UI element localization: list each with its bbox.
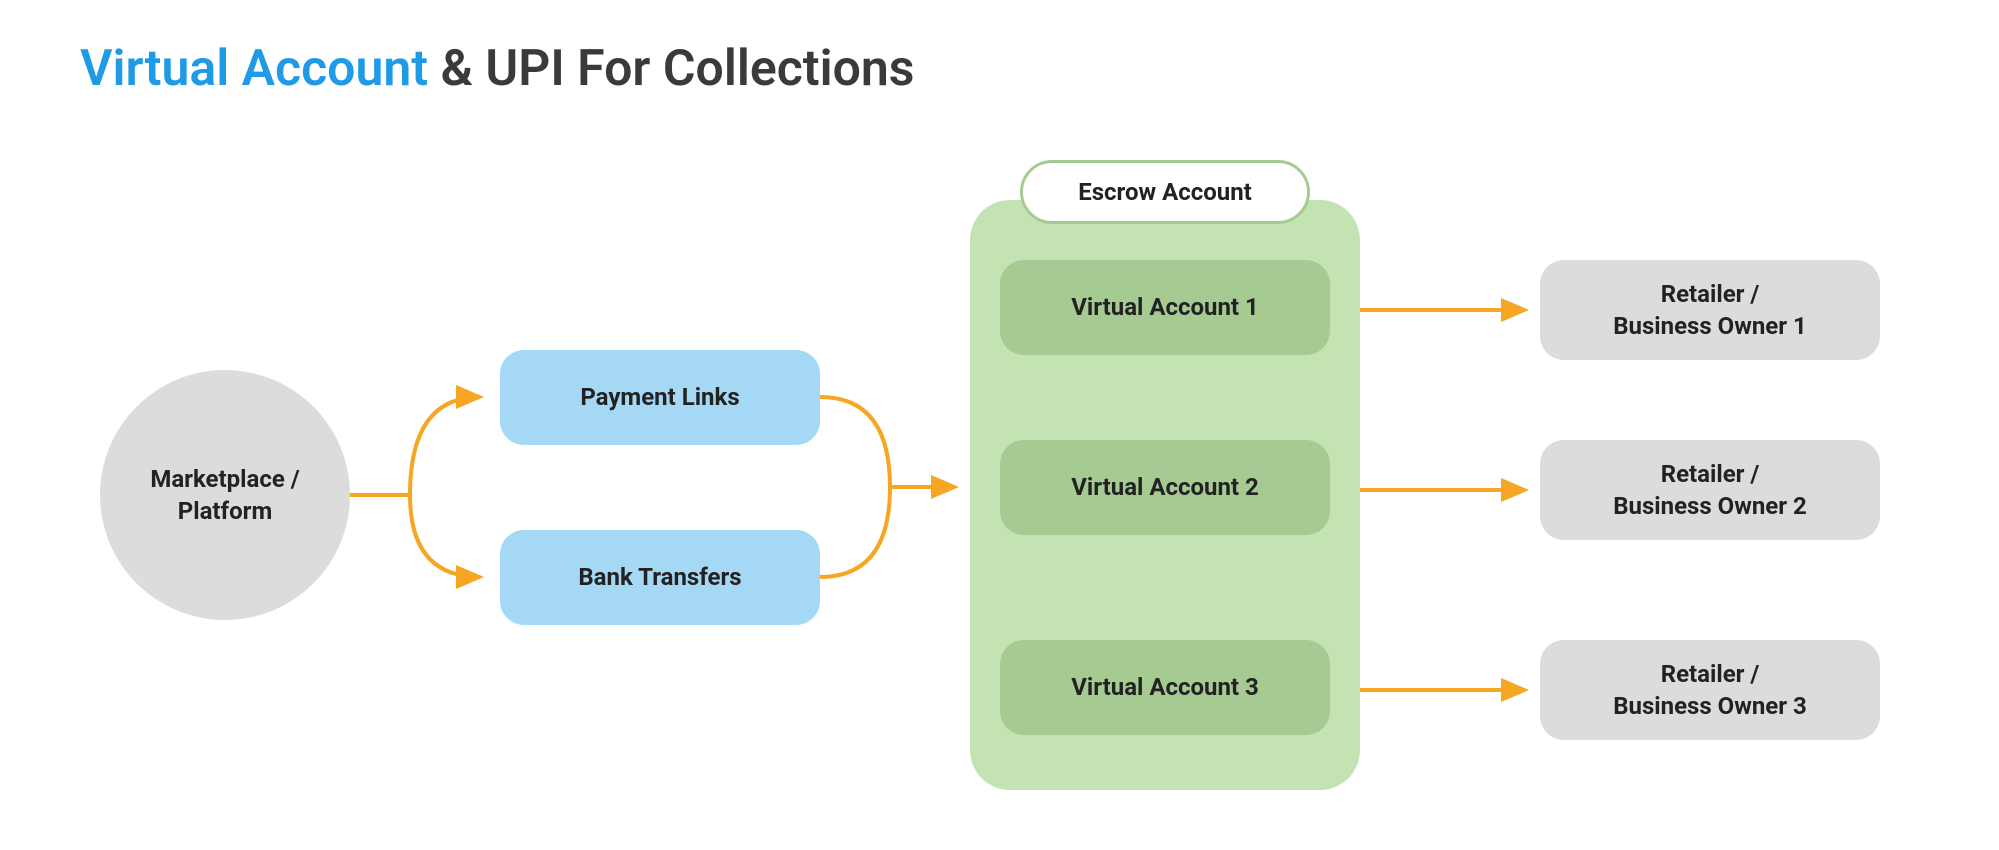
edge-merge-up bbox=[820, 397, 890, 487]
node-retailer2-label: Retailer / Business Owner 2 bbox=[1613, 458, 1807, 523]
node-marketplace: Marketplace / Platform bbox=[100, 370, 350, 620]
edge-fork-up bbox=[410, 397, 480, 495]
escrow-badge: Escrow Account bbox=[1020, 160, 1310, 224]
node-marketplace-label: Marketplace / Platform bbox=[150, 463, 299, 528]
edge-fork-down bbox=[410, 495, 480, 577]
node-va1: Virtual Account 1 bbox=[1000, 260, 1330, 355]
node-va1-label: Virtual Account 1 bbox=[1071, 291, 1259, 323]
node-va3-label: Virtual Account 3 bbox=[1071, 671, 1259, 703]
node-va2: Virtual Account 2 bbox=[1000, 440, 1330, 535]
escrow-badge-label: Escrow Account bbox=[1078, 178, 1252, 206]
node-retailer1-label: Retailer / Business Owner 1 bbox=[1613, 278, 1807, 343]
node-retailer2: Retailer / Business Owner 2 bbox=[1540, 440, 1880, 540]
title-rest: & UPI For Collections bbox=[428, 40, 914, 98]
node-payment-links: Payment Links bbox=[500, 350, 820, 445]
node-retailer3: Retailer / Business Owner 3 bbox=[1540, 640, 1880, 740]
node-va2-label: Virtual Account 2 bbox=[1071, 471, 1259, 503]
node-payment-links-label: Payment Links bbox=[580, 381, 739, 413]
node-retailer1: Retailer / Business Owner 1 bbox=[1540, 260, 1880, 360]
page-title: Virtual Account & UPI For Collections bbox=[80, 40, 915, 98]
title-highlight: Virtual Account bbox=[80, 40, 428, 98]
node-va3: Virtual Account 3 bbox=[1000, 640, 1330, 735]
edge-merge-down bbox=[820, 487, 890, 577]
node-bank-transfers: Bank Transfers bbox=[500, 530, 820, 625]
node-bank-transfers-label: Bank Transfers bbox=[578, 561, 741, 593]
node-retailer3-label: Retailer / Business Owner 3 bbox=[1613, 658, 1807, 723]
